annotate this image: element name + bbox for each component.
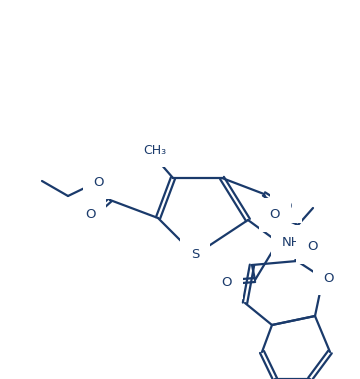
Text: O: O <box>307 241 317 254</box>
Text: O: O <box>281 199 291 213</box>
Text: O: O <box>324 271 334 285</box>
Text: O: O <box>85 208 95 221</box>
Text: O: O <box>270 208 280 221</box>
Text: CH₃: CH₃ <box>143 144 167 157</box>
Text: O: O <box>222 276 232 288</box>
Text: S: S <box>191 249 199 262</box>
Text: NH: NH <box>282 235 302 249</box>
Text: O: O <box>94 175 104 188</box>
